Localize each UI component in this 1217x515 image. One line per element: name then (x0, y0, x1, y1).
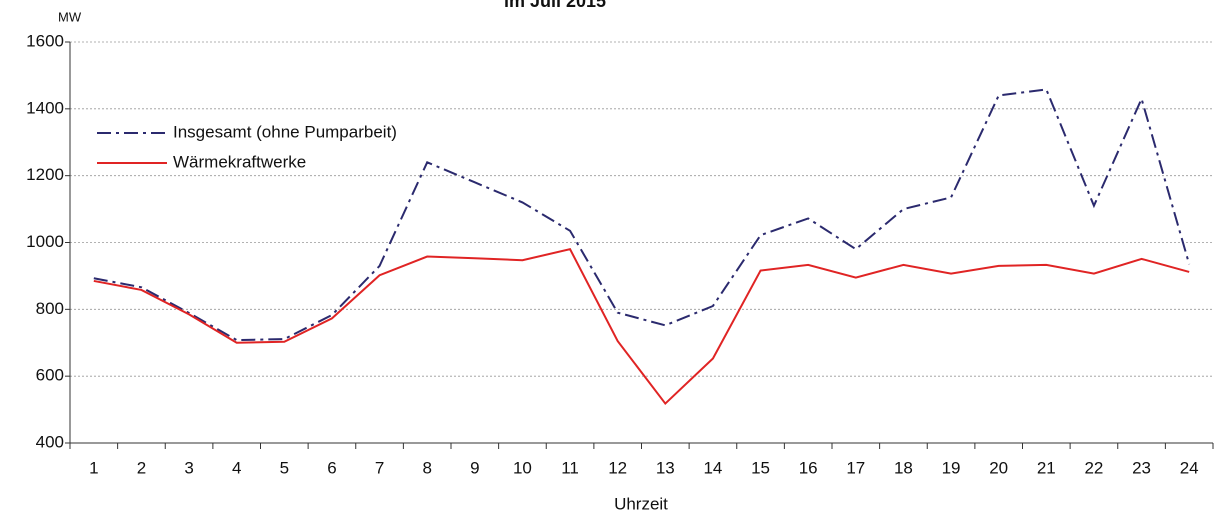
x-tick-label: 9 (470, 458, 479, 477)
x-tick-label: 22 (1084, 458, 1103, 477)
y-tick-label: 600 (36, 366, 64, 385)
y-tick-label: 400 (36, 432, 64, 451)
legend-label: Insgesamt (ohne Pumparbeit) (173, 122, 397, 141)
x-tick-label: 6 (327, 458, 336, 477)
x-tick-label: 16 (799, 458, 818, 477)
y-tick-label: 800 (36, 299, 64, 318)
x-tick-label: 7 (375, 458, 384, 477)
y-tick-label: 1000 (26, 232, 64, 251)
x-tick-label: 8 (422, 458, 431, 477)
x-tick-label: 5 (280, 458, 289, 477)
x-tick-label: 21 (1037, 458, 1056, 477)
legend-label: Wärmekraftwerke (173, 152, 306, 171)
y-tick-label: 1600 (26, 31, 64, 50)
line-series (93, 248, 1190, 406)
x-tick-label: 24 (1180, 458, 1199, 477)
x-tick-label: 13 (656, 458, 675, 477)
x-tick-label: 3 (184, 458, 193, 477)
x-tick-label: 19 (942, 458, 961, 477)
x-tick-label: 18 (894, 458, 913, 477)
y-unit: MW (58, 9, 82, 24)
y-tick-label: 1200 (26, 165, 64, 184)
line-series (93, 88, 1191, 342)
x-tick-label: 17 (846, 458, 865, 477)
x-axis-label: Uhrzeit (614, 494, 668, 513)
chart-title: im Juli 2015 (504, 0, 606, 11)
x-tick-label: 4 (232, 458, 241, 477)
x-tick-label: 2 (137, 458, 146, 477)
x-tick-label: 11 (561, 458, 579, 477)
x-tick-label: 12 (608, 458, 627, 477)
x-tick-label: 20 (989, 458, 1008, 477)
y-tick-label: 1400 (26, 98, 64, 117)
x-tick-label: 1 (89, 458, 98, 477)
x-tick-label: 14 (703, 458, 722, 477)
x-tick-label: 23 (1132, 458, 1151, 477)
x-tick-label: 15 (751, 458, 770, 477)
x-tick-label: 10 (513, 458, 532, 477)
